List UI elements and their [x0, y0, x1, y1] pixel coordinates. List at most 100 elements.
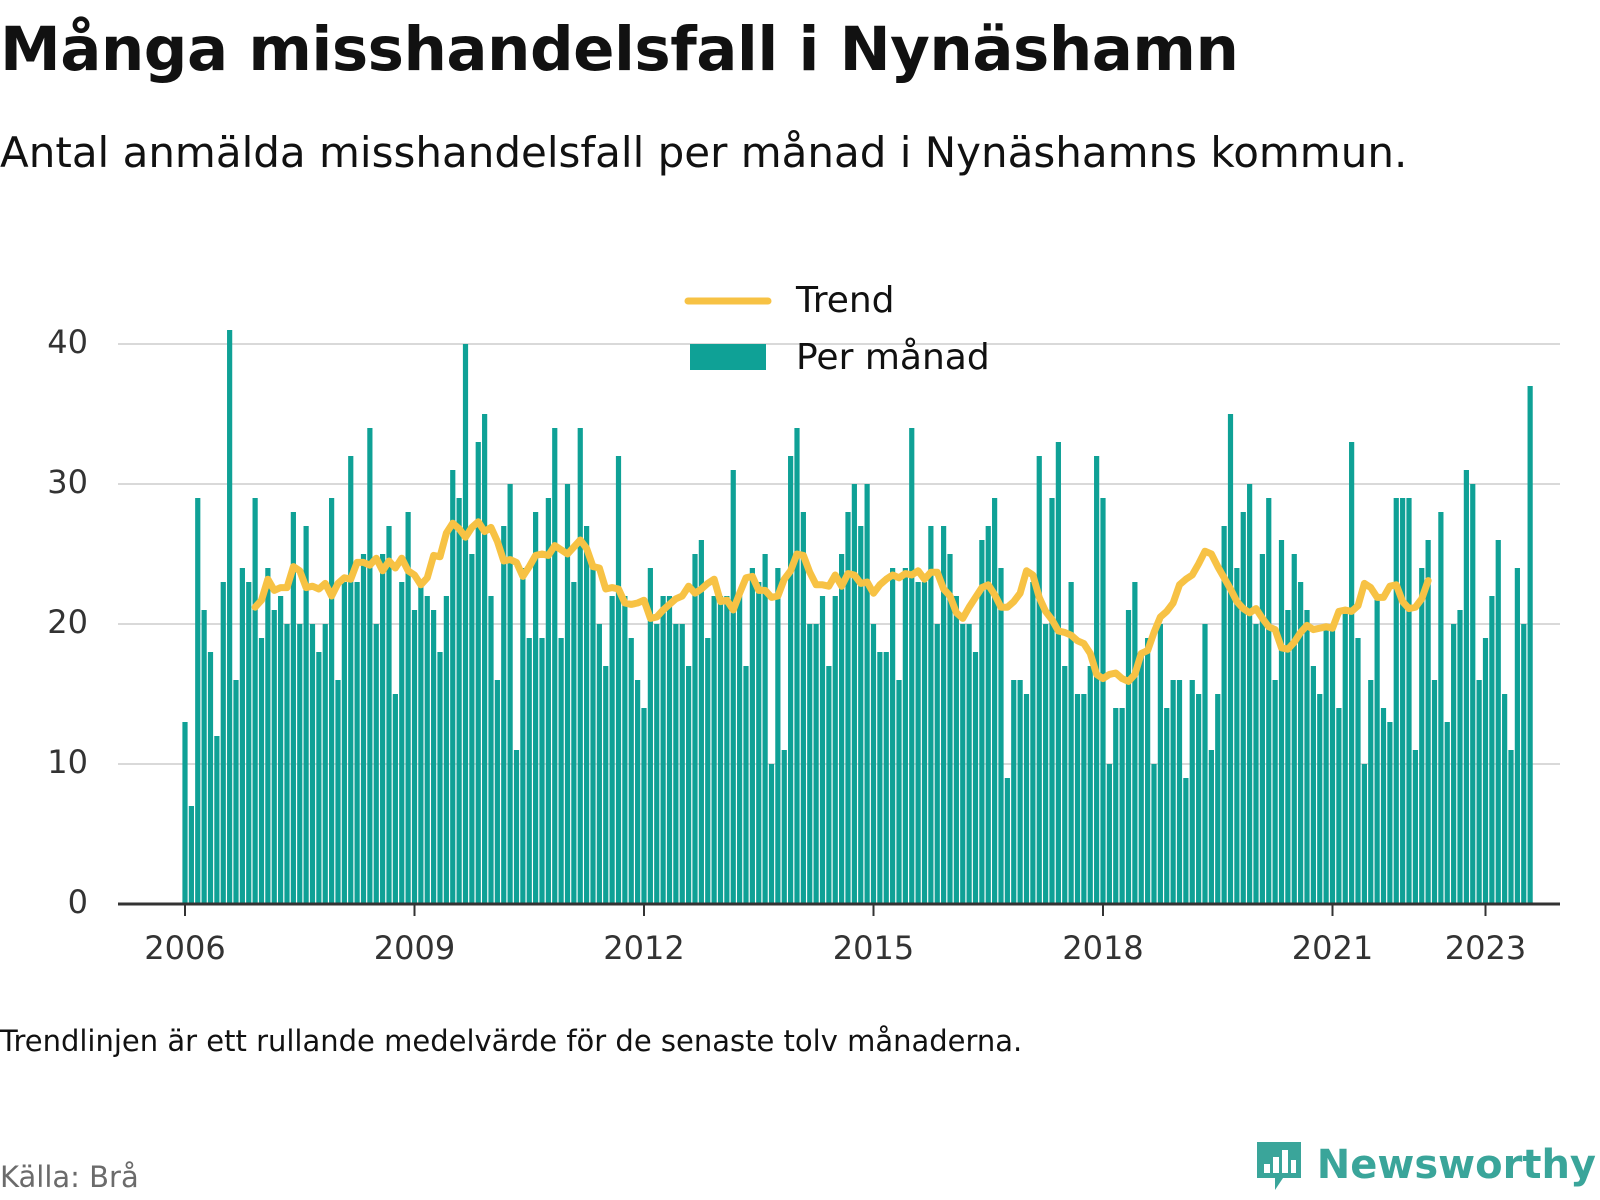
- bar: [475, 442, 481, 904]
- bar: [188, 806, 194, 904]
- bar: [934, 624, 940, 904]
- bar: [360, 554, 367, 904]
- bar: [316, 652, 322, 904]
- bar: [622, 596, 628, 904]
- bar: [373, 624, 379, 904]
- bar: [1240, 512, 1246, 904]
- bar: [227, 330, 233, 904]
- bar: [1004, 778, 1010, 904]
- bar: [182, 722, 188, 904]
- bar: [1247, 484, 1253, 904]
- bar: [705, 638, 711, 904]
- bar: [1425, 540, 1431, 904]
- bar: [819, 596, 826, 904]
- bar: [1138, 652, 1144, 904]
- legend-bars-label: Per månad: [796, 337, 990, 378]
- bar: [1329, 624, 1336, 904]
- legend-trend-label: Trend: [795, 280, 895, 321]
- x-tick-label: 2006: [144, 929, 225, 967]
- bar-series: [182, 330, 1533, 904]
- bar: [386, 526, 392, 904]
- bar: [494, 680, 500, 904]
- bar: [1451, 624, 1457, 904]
- bar: [1419, 568, 1425, 904]
- bar: [584, 526, 590, 904]
- bar: [1176, 680, 1183, 904]
- bar: [1259, 554, 1265, 904]
- bar: [392, 694, 398, 904]
- bar: [800, 512, 806, 904]
- x-tick-label: 2018: [1062, 929, 1143, 967]
- bar: [1278, 540, 1285, 904]
- bar: [711, 596, 717, 904]
- brand[interactable]: Newsworthy: [1253, 1138, 1596, 1192]
- bar: [1489, 596, 1495, 904]
- bar: [1521, 624, 1527, 904]
- bar: [265, 568, 271, 904]
- legend: Trend Per månad: [684, 280, 990, 378]
- bar: [896, 680, 902, 904]
- bar: [781, 750, 787, 904]
- bar: [794, 428, 800, 904]
- bar: [679, 624, 685, 904]
- bar: [1151, 764, 1157, 904]
- bar: [992, 498, 998, 904]
- trend-series: [251, 518, 1432, 685]
- trend-line: [251, 518, 1432, 685]
- bar: [348, 456, 354, 904]
- bar: [730, 470, 736, 904]
- bar: [1113, 708, 1119, 904]
- bar: [1202, 624, 1208, 904]
- bar: [666, 596, 673, 904]
- bar: [941, 526, 947, 904]
- bar: [1170, 680, 1176, 904]
- bar: [596, 624, 602, 904]
- bar: [692, 554, 698, 904]
- bar: [418, 582, 424, 904]
- bar: [431, 610, 437, 904]
- bar: [1470, 484, 1476, 904]
- bar: [1227, 414, 1234, 904]
- bar: [571, 582, 577, 904]
- bar: [1081, 694, 1087, 904]
- bar: [673, 624, 679, 904]
- bar: [826, 666, 832, 904]
- bar: [1438, 512, 1444, 904]
- bar: [717, 596, 724, 904]
- bar: [278, 596, 284, 904]
- bar: [890, 568, 896, 904]
- bar: [1406, 498, 1412, 904]
- bar: [1285, 610, 1291, 904]
- bar: [1476, 680, 1482, 904]
- bar: [966, 624, 972, 904]
- bar: [1062, 666, 1068, 904]
- bar: [1145, 638, 1151, 904]
- bar: [462, 344, 469, 904]
- bar: [501, 526, 507, 904]
- x-tick-label: 2021: [1292, 929, 1373, 967]
- bar: [1355, 638, 1361, 904]
- bar: [558, 638, 564, 904]
- bar: [201, 610, 207, 904]
- bar: [1183, 778, 1189, 904]
- bar: [1068, 582, 1074, 904]
- bar: [858, 526, 864, 904]
- y-tick-label: 40: [47, 323, 88, 361]
- bar: [411, 610, 418, 904]
- bar: [1323, 624, 1329, 904]
- bar: [1266, 498, 1272, 904]
- bar: [258, 638, 265, 904]
- bar: [686, 666, 692, 904]
- bar: [590, 568, 596, 904]
- bar: [1234, 568, 1240, 904]
- bar: [1393, 498, 1399, 904]
- bar: [647, 568, 653, 904]
- bar: [1457, 610, 1463, 904]
- bar: [877, 652, 883, 904]
- x-tick-label: 2015: [833, 929, 914, 967]
- bar: [749, 568, 755, 904]
- bar: [1291, 554, 1297, 904]
- bar: [1094, 456, 1100, 904]
- bar: [1017, 680, 1023, 904]
- bar: [539, 638, 545, 904]
